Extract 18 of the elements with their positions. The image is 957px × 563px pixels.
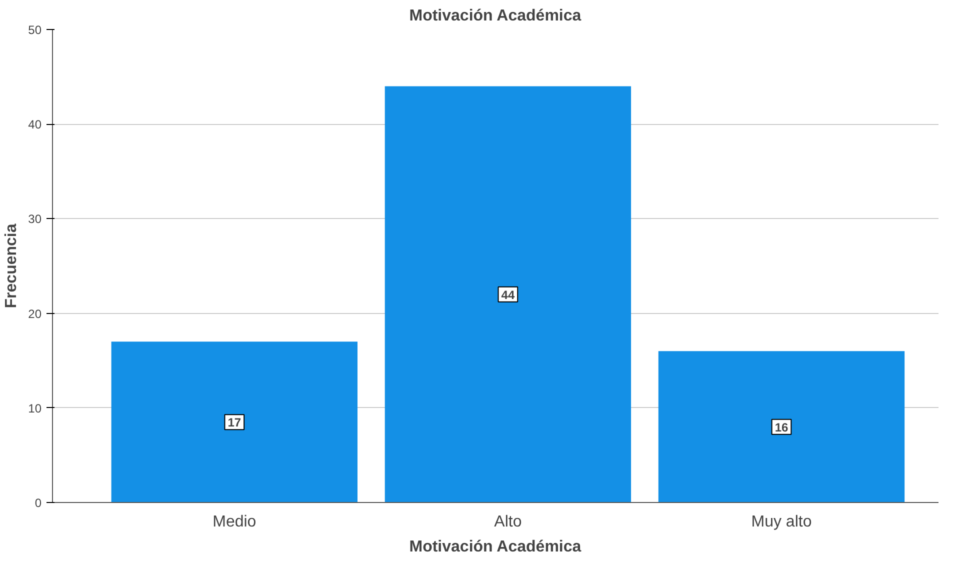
x-tick-label: Muy alto	[751, 514, 812, 530]
x-axis-title: Motivación Académica	[409, 538, 582, 556]
y-tick-label: 50	[28, 23, 42, 37]
chart-title: Motivación Académica	[409, 8, 582, 24]
y-tick-label: 30	[28, 212, 42, 226]
bar	[658, 351, 905, 502]
y-axis-title: Frecuencia	[3, 224, 20, 308]
y-tick-label: 40	[28, 118, 42, 132]
data-label: 16	[774, 420, 788, 434]
bar	[111, 342, 358, 502]
y-tick-label: 10	[28, 401, 42, 416]
y-tick-label: 0	[34, 496, 42, 510]
bar	[384, 86, 632, 502]
x-tick-label: Medio	[212, 514, 256, 530]
x-tick-label: Alto	[494, 514, 522, 530]
data-label: 17	[228, 416, 242, 430]
data-label: 44	[501, 288, 515, 302]
y-tick-label: 20	[28, 306, 42, 321]
